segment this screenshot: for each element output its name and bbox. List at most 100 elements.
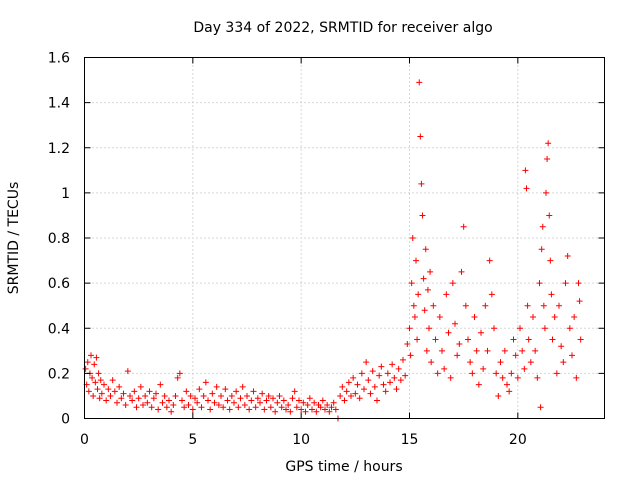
data-point [140, 401, 146, 408]
data-point [92, 379, 99, 386]
data-point [427, 268, 434, 275]
data-point [239, 383, 246, 390]
data-point [475, 381, 482, 388]
data-point [339, 383, 346, 390]
data-point [449, 280, 456, 287]
data-point [404, 341, 411, 348]
data-point [95, 370, 102, 377]
data-point [189, 406, 196, 413]
data-point [408, 280, 415, 287]
data-point [224, 397, 231, 404]
data-point [250, 388, 257, 395]
data-point [322, 406, 328, 413]
x-tick-label: 15 [401, 432, 419, 448]
data-point [447, 374, 454, 381]
data-point [417, 133, 424, 140]
data-point [414, 336, 421, 343]
data-point [202, 379, 209, 386]
data-point [235, 404, 242, 411]
data-point [473, 347, 480, 354]
data-point [326, 408, 333, 415]
data-point [395, 365, 402, 372]
data-point [354, 381, 361, 388]
data-point [137, 383, 144, 390]
data-point [231, 399, 237, 406]
data-point [192, 395, 198, 402]
data-point [146, 388, 153, 395]
data-point [222, 386, 229, 393]
data-point [558, 343, 565, 350]
data-point [391, 374, 398, 381]
data-point [82, 365, 89, 372]
data-point [514, 374, 521, 381]
data-point [420, 275, 427, 282]
data-point [539, 223, 546, 230]
data-point [415, 291, 422, 298]
data-point [241, 401, 248, 408]
data-point [293, 404, 300, 411]
y-tick-label: 0.6 [48, 276, 70, 292]
data-point [537, 404, 544, 411]
data-point [296, 397, 302, 404]
data-point [527, 359, 534, 366]
data-point [549, 336, 556, 343]
data-point [525, 336, 532, 343]
data-point [211, 399, 218, 406]
data-point [522, 167, 529, 174]
data-point [213, 383, 220, 390]
x-tick-label: 10 [292, 432, 310, 448]
data-point [495, 392, 502, 399]
data-point [497, 359, 504, 366]
data-point [324, 401, 331, 408]
x-tick-label: 0 [80, 432, 89, 448]
y-tick-label: 1.2 [48, 141, 70, 157]
data-point [416, 79, 423, 86]
data-point [389, 361, 396, 368]
data-point [369, 368, 376, 375]
data-point [129, 397, 136, 404]
data-point [114, 399, 120, 406]
data-point [103, 397, 110, 404]
data-point [209, 390, 216, 397]
data-point [540, 302, 547, 309]
data-point [471, 313, 478, 320]
data-point [285, 401, 292, 408]
data-point [545, 140, 552, 147]
data-point [402, 372, 409, 379]
data-point [244, 392, 250, 399]
data-point [384, 370, 391, 377]
data-point [426, 325, 432, 332]
y-tick-label: 1.4 [48, 96, 70, 112]
data-point [85, 388, 92, 395]
data-point [90, 392, 97, 399]
data-point [259, 390, 266, 397]
data-point [432, 336, 439, 343]
data-point [575, 280, 582, 287]
data-point [460, 223, 467, 230]
data-point [257, 399, 263, 406]
data-point [168, 408, 175, 415]
data-point [534, 374, 541, 381]
data-point [135, 395, 142, 402]
data-point [311, 399, 318, 406]
data-point [283, 406, 289, 413]
data-point [452, 320, 458, 327]
data-point [118, 395, 125, 402]
data-point [546, 212, 553, 219]
data-point [374, 397, 380, 404]
data-point [228, 392, 235, 399]
data-point [553, 370, 560, 377]
data-point [176, 370, 183, 377]
data-point [506, 388, 513, 395]
data-point [439, 347, 445, 354]
data-point [499, 374, 506, 381]
chart-title: Day 334 of 2022, SRMTID for receiver alg… [193, 20, 492, 36]
data-point [400, 356, 406, 363]
data-point [97, 377, 104, 384]
data-point [488, 291, 495, 298]
data-point [304, 401, 311, 408]
data-point [387, 379, 393, 386]
data-point [194, 399, 201, 406]
data-point [430, 302, 437, 309]
data-point [576, 298, 583, 305]
